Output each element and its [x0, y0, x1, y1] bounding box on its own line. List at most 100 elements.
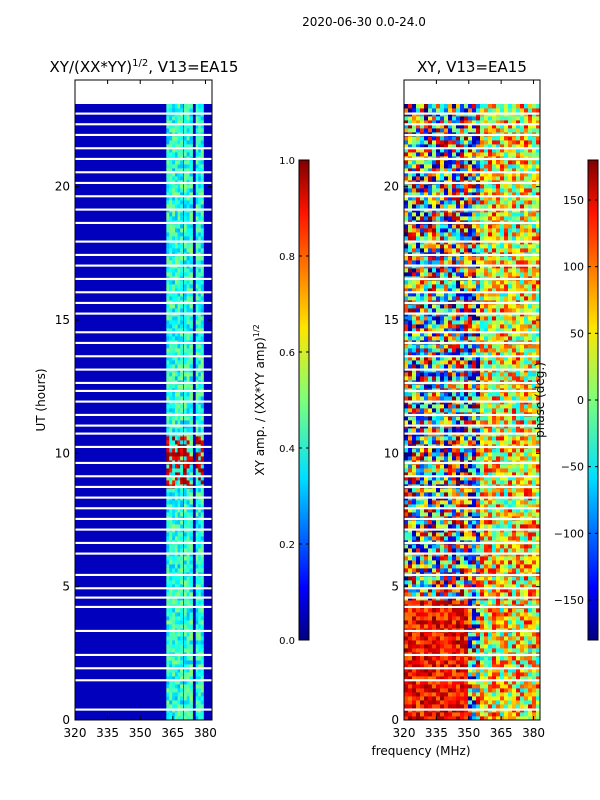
phase-heatmap-cell	[464, 560, 469, 565]
amplitude-heatmap-cell	[189, 316, 193, 321]
phase-heatmap-cell	[492, 440, 497, 445]
amplitude-heatmap-cell	[198, 140, 202, 145]
phase-heatmap-cell	[412, 696, 417, 701]
amplitude-heatmap-cell	[183, 688, 188, 693]
amplitude-heatmap-cell	[177, 648, 181, 653]
phase-heatmap-cell	[448, 464, 453, 469]
phase-heatmap-cell	[480, 436, 485, 441]
phase-heatmap-cell	[412, 476, 417, 481]
phase-heatmap-cell	[436, 680, 441, 685]
phase-heatmap-cell	[452, 504, 457, 509]
phase-heatmap-cell	[424, 648, 429, 653]
amplitude-heatmap-cell	[189, 568, 193, 573]
amplitude-heatmap-cell	[189, 144, 193, 149]
amplitude-heatmap-cell	[200, 592, 204, 597]
amplitude-heatmap-cell	[189, 704, 193, 709]
phase-heatmap-cell	[424, 612, 429, 617]
phase-heatmap-cell	[516, 364, 521, 369]
amplitude-heatmap-cell	[195, 232, 199, 237]
amplitude-heatmap-cell	[166, 464, 170, 469]
phase-heatmap-cell	[412, 384, 417, 389]
phase-heatmap-cell	[476, 704, 481, 709]
phase-heatmap-cell	[520, 636, 525, 641]
phase-heatmap-cell	[496, 696, 501, 701]
amplitude-heatmap-cell	[198, 236, 202, 241]
phase-heatmap-cell	[524, 612, 529, 617]
amplitude-heatmap-cell	[166, 376, 170, 381]
phase-heatmap-cell	[528, 408, 533, 413]
phase-heatmap-cell	[460, 676, 465, 681]
phase-heatmap-cell	[492, 568, 497, 573]
amplitude-heatmap-cell	[166, 324, 170, 329]
phase-heatmap-cell	[412, 620, 417, 625]
phase-heatmap-cell	[464, 392, 469, 397]
phase-heatmap-cell	[460, 668, 465, 673]
amplitude-heatmap-cell	[189, 308, 193, 313]
phase-heatmap-cell	[440, 696, 445, 701]
phase-heatmap-cell	[460, 600, 465, 605]
phase-heatmap-cell	[484, 560, 489, 565]
phase-heatmap-cell	[424, 704, 429, 709]
phase-heatmap-cell	[484, 712, 489, 717]
phase-heatmap-cell	[432, 524, 437, 529]
amplitude-heatmap-cell	[180, 696, 184, 701]
amplitude-heatmap-cell	[175, 704, 179, 709]
amplitude-heatmap-cell	[186, 544, 191, 549]
amplitude-heatmap-cell	[189, 592, 193, 597]
phase-heatmap-cell	[440, 600, 445, 605]
amplitude-heatmap-cell	[200, 148, 204, 153]
amplitude-heatmap-cell	[200, 328, 204, 333]
phase-heatmap-cell	[524, 556, 529, 561]
amplitude-heatmap-cell	[175, 512, 179, 517]
phase-heatmap-cell	[468, 668, 473, 673]
phase-heatmap-cell	[456, 408, 461, 413]
phase-heatmap-cell	[496, 600, 501, 605]
amplitude-heatmap-cell	[186, 584, 191, 589]
amplitude-heatmap-cell	[169, 508, 173, 513]
amplitude-heatmap-cell	[166, 108, 170, 113]
phase-heatmap-cell	[488, 680, 493, 685]
phase-heatmap-cell	[456, 564, 461, 569]
amplitude-heatmap-cell	[172, 544, 176, 549]
amplitude-heatmap-cell	[195, 456, 199, 461]
phase-heatmap-cell	[448, 576, 453, 581]
amplitude-heatmap-cell	[175, 376, 179, 381]
amplitude-heatmap-cell	[177, 308, 181, 313]
phase-heatmap-cell	[516, 684, 521, 689]
amplitude-title-sup: 1/2	[132, 58, 148, 69]
phase-heatmap-cell	[484, 620, 489, 625]
phase-heatmap-cell	[536, 408, 540, 413]
phase-heatmap-cell	[520, 452, 525, 457]
amplitude-heatmap-cell	[198, 304, 202, 309]
phase-heatmap-cell	[468, 556, 473, 561]
amplitude-heatmap-cell	[183, 396, 188, 401]
phase-heatmap-cell	[444, 480, 449, 485]
phase-heatmap-cell	[416, 520, 421, 525]
phase-heatmap-cell	[448, 612, 453, 617]
phase-heatmap-cell	[472, 660, 477, 665]
amplitude-heatmap-cell	[183, 232, 188, 237]
phase-heatmap-cell	[460, 692, 465, 697]
amplitude-heatmap-cell	[200, 308, 204, 313]
phase-heatmap-cell	[436, 616, 441, 621]
phase-heatmap-cell	[496, 524, 501, 529]
amplitude-flagged-row	[75, 679, 212, 682]
phase-heatmap-cell	[440, 592, 445, 597]
phase-heatmap-cell	[412, 360, 417, 365]
phase-heatmap-cell	[464, 688, 469, 693]
phase-heatmap-cell	[420, 644, 425, 649]
phase-heatmap-cell	[404, 632, 409, 637]
phase-heatmap-cell	[416, 676, 421, 681]
phase-heatmap-cell	[528, 656, 533, 661]
amplitude-heatmap-cell	[172, 520, 176, 525]
phase-heatmap-cell	[416, 452, 421, 457]
phase-heatmap-cell	[524, 608, 529, 613]
amplitude-heatmap-cell	[186, 636, 191, 641]
phase-heatmap-cell	[512, 468, 517, 473]
phase-heatmap-cell	[424, 688, 429, 693]
phase-heatmap-cell	[488, 500, 493, 505]
phase-heatmap-cell	[412, 504, 417, 509]
amplitude-heatmap-cell	[166, 344, 170, 349]
phase-heatmap-cell	[496, 376, 501, 381]
amplitude-heatmap-cell	[177, 688, 181, 693]
